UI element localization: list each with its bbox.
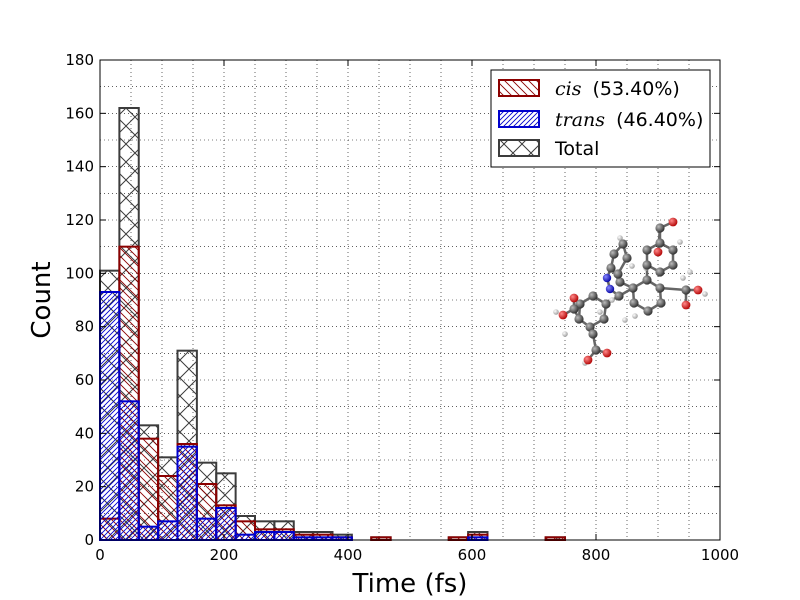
hydrogen-atom bbox=[702, 291, 708, 297]
hydrogen-atom bbox=[622, 317, 628, 323]
legend-label-trans: trans (46.40%) bbox=[555, 109, 703, 131]
carbon-atom bbox=[599, 314, 609, 324]
hydrogen-atom bbox=[553, 309, 559, 315]
bar-trans bbox=[234, 533, 256, 542]
hydrogen-atom bbox=[562, 331, 568, 337]
carbon-atom bbox=[655, 238, 665, 248]
oxygen-atom bbox=[681, 300, 691, 310]
x-tick-label: 0 bbox=[95, 546, 105, 564]
bar-cis bbox=[137, 437, 160, 541]
carbon-atom bbox=[643, 306, 653, 316]
legend-swatch-total bbox=[498, 139, 540, 157]
carbon-atom bbox=[668, 260, 678, 270]
x-tick-label: 600 bbox=[458, 546, 487, 564]
x-tick-label: 800 bbox=[582, 546, 611, 564]
legend-entry-total: Total bbox=[498, 138, 599, 160]
carbon-atom bbox=[614, 291, 624, 301]
carbon-atom bbox=[569, 304, 579, 314]
carbon-atom bbox=[642, 245, 652, 255]
y-axis-title: Count bbox=[27, 261, 57, 338]
oxygen-atom bbox=[668, 217, 678, 227]
nitrogen-atom bbox=[605, 284, 615, 294]
carbon-atom bbox=[609, 249, 619, 259]
carbon-atom bbox=[642, 260, 652, 270]
hydrogen-atom bbox=[609, 297, 615, 303]
carbon-atom bbox=[642, 275, 652, 285]
x-axis-title: Time (fs) bbox=[352, 569, 468, 599]
carbon-atom bbox=[618, 239, 628, 249]
histogram-bars bbox=[99, 107, 566, 542]
x-tick-label: 400 bbox=[334, 546, 363, 564]
series-cis bbox=[99, 245, 566, 542]
bar-trans bbox=[254, 531, 276, 541]
hydrogen-atom bbox=[677, 239, 683, 245]
legend: cis (53.40%) trans (46.40%) Total bbox=[490, 69, 711, 168]
legend-label-total: Total bbox=[554, 138, 599, 160]
tick-labels: 0 200 400 600 800 1000 0 20 40 60 80 100 120 140 160 18… bbox=[65, 51, 739, 564]
carbon-atom bbox=[574, 314, 584, 324]
oxygen-atom bbox=[653, 247, 663, 257]
carbon-atom bbox=[601, 299, 611, 309]
hydrogen-atom bbox=[617, 235, 623, 241]
carbon-atom bbox=[629, 298, 639, 308]
carbon-atom bbox=[606, 263, 616, 273]
hydrogen-atom bbox=[597, 309, 603, 315]
carbon-atom bbox=[613, 269, 623, 279]
carbon-atom bbox=[622, 253, 632, 263]
y-tick-label: 120 bbox=[65, 211, 94, 229]
carbon-atom bbox=[628, 283, 638, 293]
legend-entry-trans: trans (46.40%) bbox=[498, 109, 703, 131]
legend-label-cis: cis (53.40%) bbox=[555, 78, 680, 100]
series-trans bbox=[99, 291, 489, 542]
carbon-atom bbox=[656, 298, 666, 308]
oxygen-atom bbox=[693, 285, 703, 295]
bar-trans bbox=[157, 520, 179, 541]
bar-trans bbox=[118, 400, 140, 542]
carbon-atom bbox=[588, 329, 598, 339]
carbon-atom bbox=[655, 267, 665, 277]
y-tick-label: 80 bbox=[75, 318, 94, 336]
hydrogen-atom bbox=[687, 269, 693, 275]
bar-trans bbox=[137, 525, 160, 542]
y-tick-label: 180 bbox=[65, 51, 94, 69]
carbon-atom bbox=[655, 223, 665, 233]
plot-frame bbox=[99, 59, 721, 541]
oxygen-atom bbox=[569, 293, 579, 303]
carbon-atom bbox=[585, 322, 595, 332]
carbon-atom bbox=[615, 277, 625, 287]
bar-trans bbox=[195, 517, 218, 542]
molecule-inset bbox=[553, 217, 708, 366]
y-tick-label: 100 bbox=[65, 264, 94, 282]
y-tick-label: 0 bbox=[84, 531, 94, 549]
carbon-atom bbox=[668, 245, 678, 255]
oxygen-atom bbox=[583, 355, 593, 365]
legend-entry-cis: cis (53.40%) bbox=[498, 78, 680, 100]
carbon-atom bbox=[681, 285, 691, 295]
hydrogen-atom bbox=[680, 275, 686, 281]
x-tick-label: 1000 bbox=[701, 546, 739, 564]
oxygen-atom bbox=[602, 348, 612, 358]
y-tick-label: 40 bbox=[75, 424, 94, 442]
y-tick-label: 60 bbox=[75, 371, 94, 389]
axes-frame bbox=[99, 59, 721, 541]
y-tick-label: 160 bbox=[65, 104, 94, 122]
y-tick-label: 20 bbox=[75, 478, 94, 496]
bar-trans bbox=[99, 291, 121, 541]
carbon-atom bbox=[591, 345, 601, 355]
bar-trans bbox=[215, 507, 237, 541]
x-tick-label: 200 bbox=[210, 546, 239, 564]
oxygen-atom bbox=[558, 310, 568, 320]
y-tick-label: 140 bbox=[65, 158, 94, 176]
bar-trans bbox=[176, 445, 198, 541]
legend-swatch-cis bbox=[498, 79, 540, 97]
carbon-atom bbox=[655, 283, 665, 293]
legend-swatch-trans bbox=[498, 110, 540, 128]
hydrogen-atom bbox=[632, 313, 638, 319]
bar-trans bbox=[273, 531, 295, 541]
hydrogen-atom bbox=[629, 263, 635, 269]
nitrogen-atom bbox=[602, 273, 612, 283]
carbon-atom bbox=[588, 291, 598, 301]
